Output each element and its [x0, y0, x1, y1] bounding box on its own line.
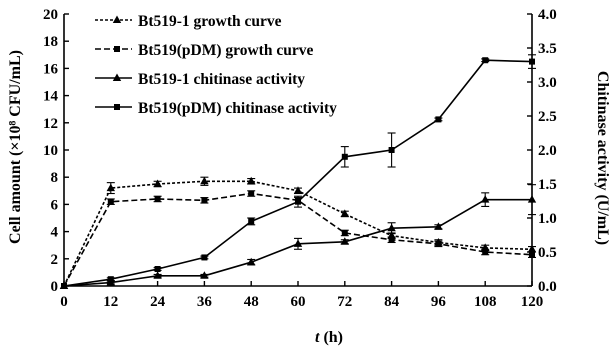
y-left-tick-label: 0	[51, 279, 59, 295]
legend: Bt519-1 growth curve Bt519(pDM) growth cu…	[95, 13, 337, 117]
legend-marker	[113, 16, 121, 24]
y-left-tick-label: 2	[51, 252, 59, 268]
data-point	[155, 196, 161, 202]
data-point	[389, 237, 395, 243]
data-point	[295, 199, 301, 205]
y-left-tick-label: 8	[51, 170, 59, 186]
legend-label: Bt519-1 chitinase activity	[138, 71, 305, 88]
legend-marker	[114, 46, 120, 52]
series-1	[60, 177, 536, 289]
series-line	[64, 60, 532, 286]
x-tick-label: 108	[474, 294, 497, 310]
data-point	[108, 276, 114, 282]
data-point	[435, 116, 441, 122]
data-point	[528, 245, 536, 253]
y-right-tick-label: 1.0	[538, 211, 557, 227]
legend-item-2: Bt519(pDM) growth curve	[95, 42, 313, 59]
data-point	[294, 186, 302, 194]
data-point	[434, 222, 442, 230]
data-point	[389, 147, 395, 153]
legend-label: Bt519(pDM) chitinase activity	[138, 100, 337, 117]
data-point	[435, 241, 441, 247]
y-right-tick-label: 1.5	[538, 177, 557, 193]
y-left-tick-label: 4	[51, 225, 59, 241]
data-point	[529, 59, 535, 65]
x-tick-label: 24	[150, 294, 166, 310]
legend-marker	[114, 104, 120, 110]
y-left-tick-label: 6	[51, 197, 59, 213]
data-point	[248, 191, 254, 197]
legend-item-4: Bt519(pDM) chitinase activity	[95, 100, 337, 117]
x-tick-label: 72	[337, 294, 352, 310]
y-left-tick-label: 12	[43, 116, 58, 132]
data-point	[201, 197, 207, 203]
data-point	[482, 57, 488, 63]
data-point	[155, 266, 161, 272]
x-axis-label: t (h)	[315, 329, 343, 346]
x-tick-label: 36	[197, 294, 213, 310]
series-4	[61, 55, 536, 289]
y-right-tick-label: 3.0	[538, 75, 557, 91]
data-point	[201, 254, 207, 260]
legend-label: Bt519(pDM) growth curve	[138, 42, 313, 59]
y-right-tick-label: 0.5	[538, 245, 557, 261]
x-tick-label: 96	[431, 294, 447, 310]
data-point	[108, 199, 114, 205]
x-tick-label: 12	[103, 294, 118, 310]
x-tick-label: 84	[384, 294, 400, 310]
x-tick-label: 60	[291, 294, 306, 310]
data-point	[529, 252, 535, 258]
data-point	[342, 154, 348, 160]
y-left-tick-label: 16	[43, 61, 59, 77]
y-left-tick-label: 14	[43, 89, 59, 105]
x-tick-label: 120	[521, 294, 544, 310]
y-axis-right-label: Chitinase activity (U/mL)	[594, 71, 611, 245]
legend-item-3: Bt519-1 chitinase activity	[95, 71, 305, 88]
legend-item-1: Bt519-1 growth curve	[95, 13, 282, 30]
y-left-tick-label: 20	[43, 7, 58, 23]
y-right-tick-label: 0.0	[538, 279, 557, 295]
legend-label: Bt519-1 growth curve	[138, 13, 282, 30]
y-right-tick-label: 4.0	[538, 7, 557, 23]
data-point	[482, 249, 488, 255]
x-axis-label-unit: (h)	[319, 329, 343, 346]
x-tick-label: 0	[60, 294, 68, 310]
series-layer	[60, 55, 536, 289]
data-point	[248, 218, 254, 224]
data-point	[153, 180, 161, 188]
y-left-tick-label: 10	[43, 143, 58, 159]
y-right-tick-label: 2.0	[538, 143, 557, 159]
y-axis-left-label: Cell amount (×10⁸ CFU/mL)	[7, 50, 24, 244]
x-tick-label: 48	[244, 294, 259, 310]
y-left-tick-label: 18	[43, 34, 58, 50]
y-right-tick-label: 3.5	[538, 41, 557, 57]
y-right-tick-label: 2.5	[538, 109, 557, 125]
data-point	[342, 230, 348, 236]
data-point	[61, 283, 67, 289]
